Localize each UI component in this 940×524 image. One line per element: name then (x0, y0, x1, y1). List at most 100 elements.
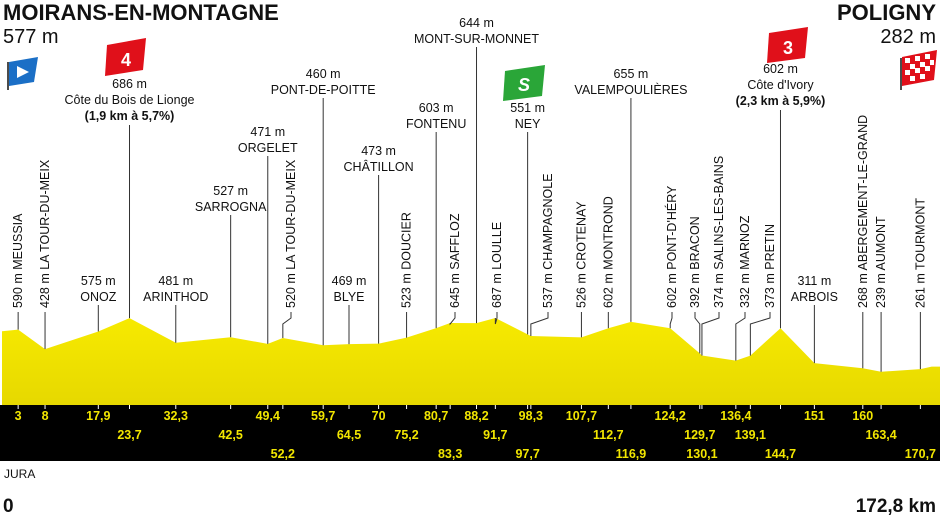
km-marker: 42,5 (218, 428, 242, 442)
place-name: ABERGEMENT-LE-GRAND (856, 115, 870, 271)
place-name: ARBOIS (791, 290, 838, 304)
km-marker: 151 (804, 409, 825, 423)
altitude-label: 645 m (448, 273, 462, 308)
place-name: CROTENAY (574, 201, 588, 270)
sprint-label: S (518, 75, 530, 95)
place-name: ONOZ (80, 290, 116, 304)
vertical-label: 268 m ABERGEMENT-LE-GRAND (856, 115, 870, 308)
altitude-label: 520 m (284, 273, 298, 308)
km-marker: 170,7 (905, 447, 936, 461)
altitude-label: 603 m (419, 101, 454, 115)
place-name: BRACON (688, 216, 702, 269)
altitude-label: 527 m (213, 184, 248, 198)
altitude-label: 471 m (250, 125, 285, 139)
altitude-label: 526 m (574, 273, 588, 308)
km-marker: 23,7 (117, 428, 141, 442)
km-marker: 88,2 (464, 409, 488, 423)
place-name: SAFFLOZ (448, 213, 462, 270)
start-flag (7, 57, 38, 90)
altitude-label: 644 m (459, 16, 494, 30)
altitude-label: 602 m (665, 273, 679, 308)
km-marker: 107,7 (566, 409, 597, 423)
place-name: MONT-SUR-MONNET (414, 32, 539, 46)
climb-flag: 4 (105, 38, 146, 76)
km-marker: 80,7 (424, 409, 448, 423)
start-name: MOIRANS-EN-MONTAGNE (3, 0, 279, 25)
km-marker: 144,7 (765, 447, 796, 461)
km-marker: 163,4 (865, 428, 896, 442)
km-marker: 8 (42, 409, 49, 423)
altitude-label: 261 m (913, 273, 927, 308)
vertical-label: 520 m LA TOUR-DU-MEIX (284, 159, 298, 308)
leader-line (749, 312, 771, 356)
km-marker: 116,9 (616, 447, 647, 461)
km-marker: 83,3 (438, 447, 462, 461)
altitude-label: 311 m (797, 274, 831, 288)
km-marker: 3 (15, 409, 22, 423)
place-name: NEY (515, 117, 541, 131)
altitude-label: 268 m (856, 273, 870, 308)
place-name: TOURMONT (913, 198, 927, 270)
place-name: ARINTHOD (143, 290, 208, 304)
place-name: MONTROND (601, 196, 615, 270)
km-marker: 136,4 (720, 409, 751, 423)
altitude-label: 551 m (510, 101, 545, 115)
place-name: MEUSSIA (11, 213, 25, 270)
place-name: LOULLE (490, 222, 504, 270)
place-name: SALINS-LES-BAINS (712, 156, 726, 270)
km-marker: 64,5 (337, 428, 361, 442)
place-name: DOUCIER (400, 212, 414, 270)
climb-detail: (1,9 km à 5,7%) (85, 109, 175, 123)
km-marker: 129,7 (684, 428, 715, 442)
place-name: AUMONT (874, 216, 888, 271)
leader-line (735, 312, 746, 361)
altitude-label: 473 m (361, 144, 396, 158)
km-marker: 70 (372, 409, 386, 423)
place-name: BLYE (333, 290, 364, 304)
vertical-label: 373 m PRETIN (763, 224, 777, 308)
altitude-label: 590 m (11, 273, 25, 308)
km-marker: 91,7 (483, 428, 507, 442)
vertical-label: 687 m LOULLE (490, 222, 504, 308)
altitude-label: 575 m (81, 274, 116, 288)
leader-line (694, 312, 701, 354)
altitude-label: 460 m (306, 67, 341, 81)
km-marker: 124,2 (655, 409, 686, 423)
place-name: PONT-DE-POITTE (271, 83, 376, 97)
vertical-label: 374 m SALINS-LES-BAINS (712, 156, 726, 308)
start-km: 0 (3, 496, 14, 517)
place-name: FONTENU (406, 117, 466, 131)
altitude-label: 537 m (541, 273, 555, 308)
place-name: Côte du Bois de Lionge (65, 93, 195, 107)
altitude-label: 686 m (112, 77, 147, 91)
km-marker: 59,7 (311, 409, 335, 423)
km-marker: 160 (852, 409, 873, 423)
altitude-label: 687 m (490, 273, 504, 308)
place-name: Côte d'Ivory (747, 78, 814, 92)
place-name: ORGELET (238, 141, 298, 155)
km-marker: 75,2 (394, 428, 418, 442)
vertical-label: 590 m MEUSSIA (11, 213, 25, 308)
altitude-label: 655 m (614, 67, 649, 81)
vertical-label: 645 m SAFFLOZ (448, 213, 462, 308)
km-marker: 98,3 (519, 409, 543, 423)
place-name: LA TOUR-DU-MEIX (38, 159, 52, 270)
climb-category: 4 (121, 50, 131, 70)
altitude-label: 332 m (738, 273, 752, 308)
place-name: SARROGNA (195, 200, 267, 214)
altitude-label: 373 m (763, 273, 777, 308)
climb-category: 3 (783, 38, 793, 58)
km-marker: 32,3 (164, 409, 188, 423)
km-marker: 130,1 (686, 447, 717, 461)
km-band (0, 405, 940, 461)
start-altitude: 577 m (3, 26, 59, 48)
leader-line (701, 312, 720, 356)
altitude-label: 239 m (874, 273, 888, 308)
vertical-label: 392 m BRACON (688, 216, 702, 308)
place-name: VALEMPOULIÈRES (574, 82, 687, 97)
climb-flag: 3 (767, 27, 808, 63)
finish-flag (900, 50, 937, 90)
place-name: PRETIN (763, 224, 777, 270)
place-name: PONT-D'HÉRY (664, 185, 679, 270)
km-marker: 17,9 (86, 409, 110, 423)
